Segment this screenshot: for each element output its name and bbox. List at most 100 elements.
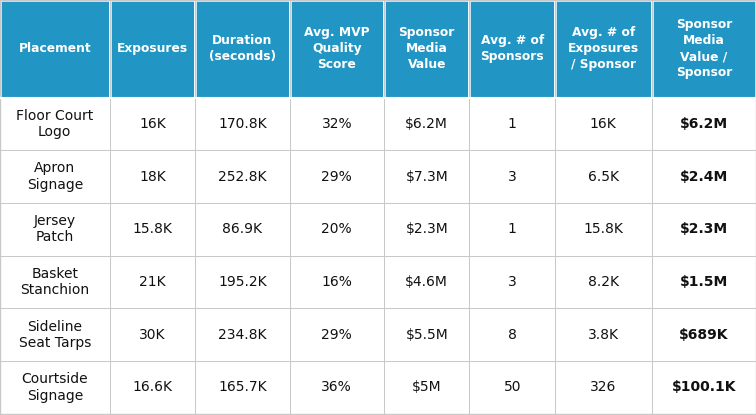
Text: $689K: $689K	[679, 328, 729, 342]
Text: 1: 1	[508, 117, 516, 131]
Text: 21K: 21K	[139, 275, 166, 289]
Bar	[555, 150, 652, 203]
Bar	[0, 98, 110, 150]
Bar	[652, 256, 756, 308]
Text: $7.3M: $7.3M	[405, 170, 448, 183]
Bar	[384, 256, 469, 308]
Bar	[110, 98, 195, 150]
Text: 234.8K: 234.8K	[218, 328, 267, 342]
Text: 15.8K: 15.8K	[584, 222, 623, 236]
Bar	[110, 203, 195, 256]
Text: 86.9K: 86.9K	[222, 222, 262, 236]
Bar	[384, 98, 469, 150]
Text: 16.6K: 16.6K	[132, 381, 172, 394]
Text: Jersey
Patch: Jersey Patch	[34, 214, 76, 244]
Bar	[384, 203, 469, 256]
Text: $100.1K: $100.1K	[671, 381, 736, 394]
Bar	[469, 0, 555, 98]
Bar	[555, 0, 652, 98]
Bar	[290, 256, 384, 308]
Bar	[0, 0, 110, 98]
Bar	[469, 361, 555, 414]
Bar	[290, 98, 384, 150]
Bar	[384, 0, 469, 98]
Text: $5M: $5M	[412, 381, 442, 394]
Bar	[469, 203, 555, 256]
Bar	[555, 361, 652, 414]
Text: Placement: Placement	[18, 42, 91, 55]
Bar	[290, 150, 384, 203]
Text: Avg. # of
Sponsors: Avg. # of Sponsors	[480, 34, 544, 63]
Bar	[290, 0, 384, 98]
Text: Sponsor
Media
Value: Sponsor Media Value	[398, 26, 455, 71]
Bar	[195, 308, 290, 361]
Text: $2.3M: $2.3M	[680, 222, 728, 236]
Bar	[195, 256, 290, 308]
Bar	[555, 203, 652, 256]
Bar	[469, 256, 555, 308]
Bar	[195, 203, 290, 256]
Bar	[195, 361, 290, 414]
Text: 50: 50	[503, 381, 521, 394]
Text: Duration
(seconds): Duration (seconds)	[209, 34, 276, 63]
Bar	[195, 98, 290, 150]
Text: Avg. # of
Exposures
/ Sponsor: Avg. # of Exposures / Sponsor	[568, 26, 639, 71]
Text: 16K: 16K	[590, 117, 617, 131]
Text: Sponsor
Media
Value /
Sponsor: Sponsor Media Value / Sponsor	[676, 18, 732, 79]
Bar	[195, 0, 290, 98]
Bar	[384, 150, 469, 203]
Text: 3: 3	[508, 275, 516, 289]
Text: $6.2M: $6.2M	[405, 117, 448, 131]
Text: Basket
Stanchion: Basket Stanchion	[20, 267, 89, 297]
Text: Apron
Signage: Apron Signage	[26, 161, 83, 192]
Bar	[652, 203, 756, 256]
Text: 170.8K: 170.8K	[218, 117, 267, 131]
Text: 18K: 18K	[139, 170, 166, 183]
Text: Floor Court
Logo: Floor Court Logo	[16, 109, 94, 139]
Bar	[290, 361, 384, 414]
Text: 36%: 36%	[321, 381, 352, 394]
Bar	[110, 308, 195, 361]
Text: 326: 326	[590, 381, 616, 394]
Text: 3: 3	[508, 170, 516, 183]
Text: 16K: 16K	[139, 117, 166, 131]
Bar	[0, 203, 110, 256]
Text: 16%: 16%	[321, 275, 352, 289]
Text: 3.8K: 3.8K	[587, 328, 619, 342]
Bar	[652, 150, 756, 203]
Bar	[0, 256, 110, 308]
Text: 8.2K: 8.2K	[587, 275, 619, 289]
Text: 8: 8	[508, 328, 516, 342]
Text: Exposures: Exposures	[116, 42, 188, 55]
Bar	[555, 98, 652, 150]
Bar	[652, 0, 756, 98]
Text: $6.2M: $6.2M	[680, 117, 728, 131]
Text: 29%: 29%	[321, 170, 352, 183]
Text: 15.8K: 15.8K	[132, 222, 172, 236]
Text: 252.8K: 252.8K	[218, 170, 267, 183]
Bar	[555, 308, 652, 361]
Text: 1: 1	[508, 222, 516, 236]
Text: $2.4M: $2.4M	[680, 170, 728, 183]
Text: Avg. MVP
Quality
Score: Avg. MVP Quality Score	[304, 26, 370, 71]
Bar	[110, 0, 195, 98]
Bar	[652, 98, 756, 150]
Bar	[0, 150, 110, 203]
Text: 20%: 20%	[321, 222, 352, 236]
Bar	[652, 308, 756, 361]
Text: $5.5M: $5.5M	[405, 328, 448, 342]
Text: $2.3M: $2.3M	[405, 222, 448, 236]
Bar	[290, 308, 384, 361]
Bar	[110, 150, 195, 203]
Text: 29%: 29%	[321, 328, 352, 342]
Bar	[0, 361, 110, 414]
Bar	[555, 256, 652, 308]
Text: 195.2K: 195.2K	[218, 275, 267, 289]
Text: 32%: 32%	[321, 117, 352, 131]
Bar	[0, 308, 110, 361]
Text: $1.5M: $1.5M	[680, 275, 728, 289]
Bar	[110, 256, 195, 308]
Text: Courtside
Signage: Courtside Signage	[21, 372, 88, 403]
Text: 6.5K: 6.5K	[587, 170, 619, 183]
Bar	[652, 361, 756, 414]
